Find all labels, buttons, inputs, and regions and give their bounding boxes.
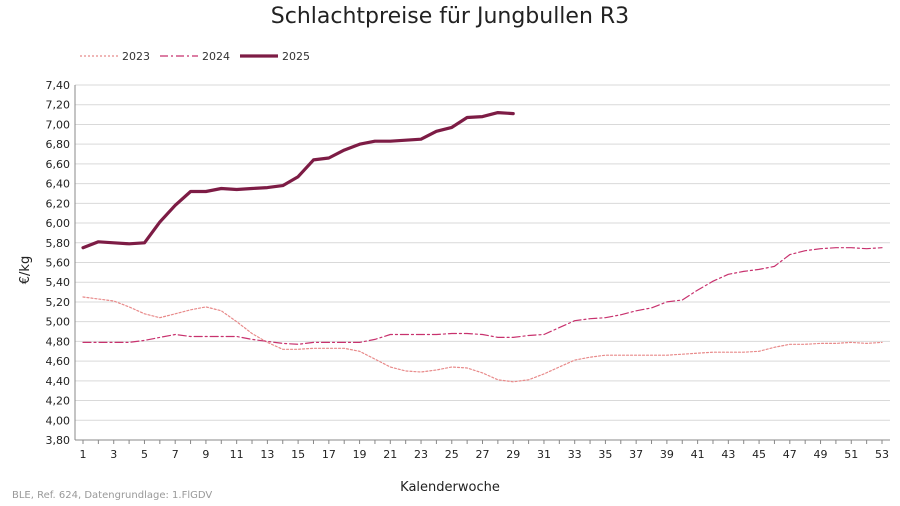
series-line-2023 [82,296,883,383]
x-tick-label: 33 [568,448,582,461]
legend-item-2025: 2025 [240,50,310,63]
x-tick-label: 9 [202,448,209,461]
x-axis-label: Kalenderwoche [400,480,500,495]
y-tick-label: 4,40 [46,375,71,388]
x-tick-label: 17 [322,448,336,461]
y-tick-label: 6,00 [46,217,71,230]
legend-label-2024: 2024 [202,49,230,63]
y-tick-label: 6,40 [46,178,71,191]
legend-label-2023: 2023 [122,49,150,63]
legend-label-2025: 2025 [282,49,310,63]
chart-title: Schlachtpreise für Jungbullen R3 [270,4,630,29]
x-tick-label: 43 [721,448,735,461]
x-tick-label: 31 [537,448,551,461]
x-tick-label: 37 [629,448,643,461]
y-tick-label: 5,00 [46,316,71,329]
x-tick-label: 47 [783,448,797,461]
y-tick-label: 7,00 [46,118,71,131]
x-tick-label: 29 [506,448,520,461]
legend-swatch-2024 [160,55,198,57]
x-tick-label: 15 [291,448,305,461]
y-axis-label: €/kg [18,255,33,285]
x-tick-label: 53 [875,448,889,461]
x-tick-label: 3 [110,448,117,461]
y-tick-label: 4,20 [46,395,71,408]
x-tick-label: 23 [414,448,428,461]
legend-item-2023: 2023 [80,50,150,63]
y-tick-label: 6,20 [46,197,71,210]
x-tick-label: 1 [80,448,87,461]
x-tick-label: 5 [141,448,148,461]
y-tick-label: 7,40 [46,79,71,92]
legend-swatch-2025 [240,54,278,58]
legend: 2023 2024 2025 [80,48,320,64]
y-tick-label: 3,80 [46,434,71,447]
x-tick-label: 7 [172,448,179,461]
x-tick-label: 27 [476,448,490,461]
y-tick-label: 6,80 [46,138,71,151]
y-tick-label: 7,20 [46,99,71,112]
series-line-2025 [81,110,515,250]
y-tick-label: 5,40 [46,276,71,289]
x-tick-label: 39 [660,448,674,461]
y-tick-label: 6,60 [46,158,71,171]
x-tick-label: 35 [598,448,612,461]
source-note: BLE, Ref. 624, Datengrundlage: 1.FlGDV [12,490,213,501]
x-tick-label: 19 [353,448,367,461]
x-tick-label: 51 [844,448,858,461]
series-line-2024 [82,247,883,345]
legend-item-2024: 2024 [160,50,230,63]
y-tick-label: 5,80 [46,237,71,250]
x-tick-label: 21 [383,448,397,461]
x-tick-label: 49 [814,448,828,461]
x-tick-label: 45 [752,448,766,461]
x-tick-label: 11 [230,448,244,461]
y-tick-label: 4,60 [46,355,71,368]
x-tick-label: 25 [445,448,459,461]
x-tick-label: 13 [260,448,274,461]
y-tick-label: 4,00 [46,414,71,427]
y-tick-label: 5,20 [46,296,71,309]
y-tick-label: 4,80 [46,335,71,348]
y-tick-label: 5,60 [46,257,71,270]
x-tick-label: 41 [691,448,705,461]
